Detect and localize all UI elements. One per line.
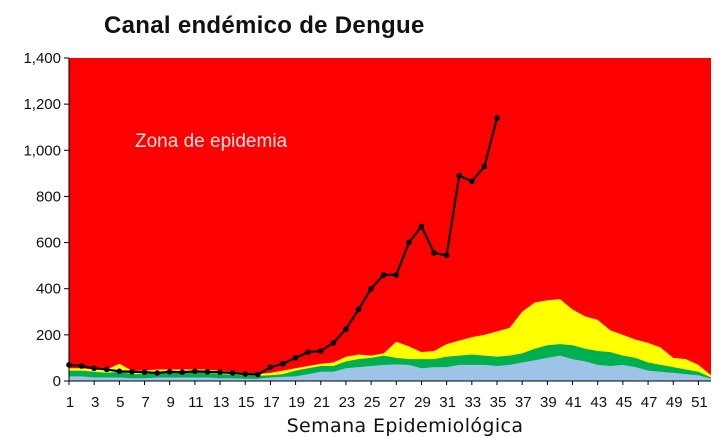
x-tick-label: 45 bbox=[616, 394, 633, 411]
cases-point bbox=[305, 349, 311, 355]
y-tick-label: 600 bbox=[36, 235, 61, 252]
x-tick-label: 25 bbox=[364, 394, 381, 411]
x-tick-label: 3 bbox=[91, 394, 99, 411]
cases-point bbox=[355, 306, 362, 313]
x-tick-label: 33 bbox=[464, 394, 481, 411]
cases-point bbox=[229, 370, 236, 376]
x-tick-label: 17 bbox=[263, 394, 280, 411]
cases-point bbox=[393, 272, 400, 278]
cases-point bbox=[418, 223, 425, 230]
x-tick-label: 5 bbox=[116, 394, 124, 411]
cases-point bbox=[166, 368, 173, 375]
cases-point bbox=[431, 250, 437, 256]
cases-point bbox=[292, 355, 299, 361]
cases-point bbox=[179, 369, 186, 376]
chart-title: Canal endémico de Dengue bbox=[104, 12, 425, 39]
y-tick-label: 800 bbox=[36, 188, 61, 205]
cases-line bbox=[66, 115, 500, 378]
x-tick-label: 23 bbox=[339, 394, 356, 411]
x-tick-label: 11 bbox=[188, 394, 204, 411]
x-tick-label: 51 bbox=[691, 394, 708, 411]
y-tick-label: 1,000 bbox=[23, 142, 61, 159]
x-tick-label: 47 bbox=[641, 394, 658, 411]
cases-point bbox=[469, 178, 475, 185]
x-tick-label: 35 bbox=[490, 394, 507, 411]
x-tick-label: 21 bbox=[313, 394, 330, 411]
cases-point bbox=[242, 371, 249, 377]
cases-point bbox=[78, 363, 85, 369]
y-tick-label: 1,400 bbox=[23, 50, 61, 67]
x-tick-label: 49 bbox=[666, 394, 683, 411]
cases-point bbox=[255, 371, 261, 378]
x-tick-label: 7 bbox=[141, 394, 149, 411]
cases-point bbox=[343, 326, 349, 332]
y-tick-label: 0 bbox=[53, 373, 61, 390]
cases-point bbox=[267, 364, 274, 370]
cases-point bbox=[380, 272, 387, 278]
cases-point bbox=[330, 340, 337, 346]
y-tick-label: 400 bbox=[36, 281, 61, 298]
x-tick-label: 1 bbox=[66, 394, 74, 411]
cases-point bbox=[456, 172, 463, 179]
cases-point bbox=[280, 360, 286, 367]
x-tick-label: 43 bbox=[590, 394, 607, 411]
x-tick-label: 39 bbox=[540, 394, 557, 411]
cases-point bbox=[91, 365, 97, 372]
cases-point bbox=[494, 115, 500, 121]
cases-point bbox=[66, 362, 72, 368]
x-tick-label: 13 bbox=[213, 394, 230, 411]
x-tick-label: 29 bbox=[414, 394, 431, 411]
y-tick-label: 1,200 bbox=[23, 96, 61, 113]
x-tick-label: 41 bbox=[565, 394, 582, 411]
x-tick-label: 27 bbox=[389, 394, 406, 411]
cases-point bbox=[406, 239, 412, 246]
cases-point bbox=[129, 368, 135, 375]
x-tick-label: 31 bbox=[439, 394, 456, 411]
endemic-zones bbox=[69, 58, 711, 381]
cases-point bbox=[116, 368, 123, 375]
zone-exito bbox=[69, 355, 711, 381]
cases-point bbox=[204, 368, 211, 375]
cases-point bbox=[141, 369, 148, 376]
cases-point bbox=[103, 366, 110, 373]
x-tick-label: 37 bbox=[515, 394, 532, 411]
cases-point bbox=[317, 348, 324, 354]
cases-point bbox=[443, 252, 450, 259]
cases-point bbox=[154, 370, 160, 376]
cases-point bbox=[368, 285, 374, 292]
cases-point bbox=[481, 163, 488, 170]
cases-point bbox=[192, 368, 198, 375]
x-axis-label: Semana Epidemiológica bbox=[287, 415, 524, 437]
x-tick-label: 15 bbox=[238, 394, 255, 411]
x-tick-label: 19 bbox=[288, 394, 305, 411]
cases-point bbox=[217, 369, 223, 376]
y-tick-label: 200 bbox=[36, 327, 61, 344]
x-tick-label: 9 bbox=[167, 394, 175, 411]
annotation-zona-epidemia: Zona de epidemia bbox=[135, 131, 288, 152]
